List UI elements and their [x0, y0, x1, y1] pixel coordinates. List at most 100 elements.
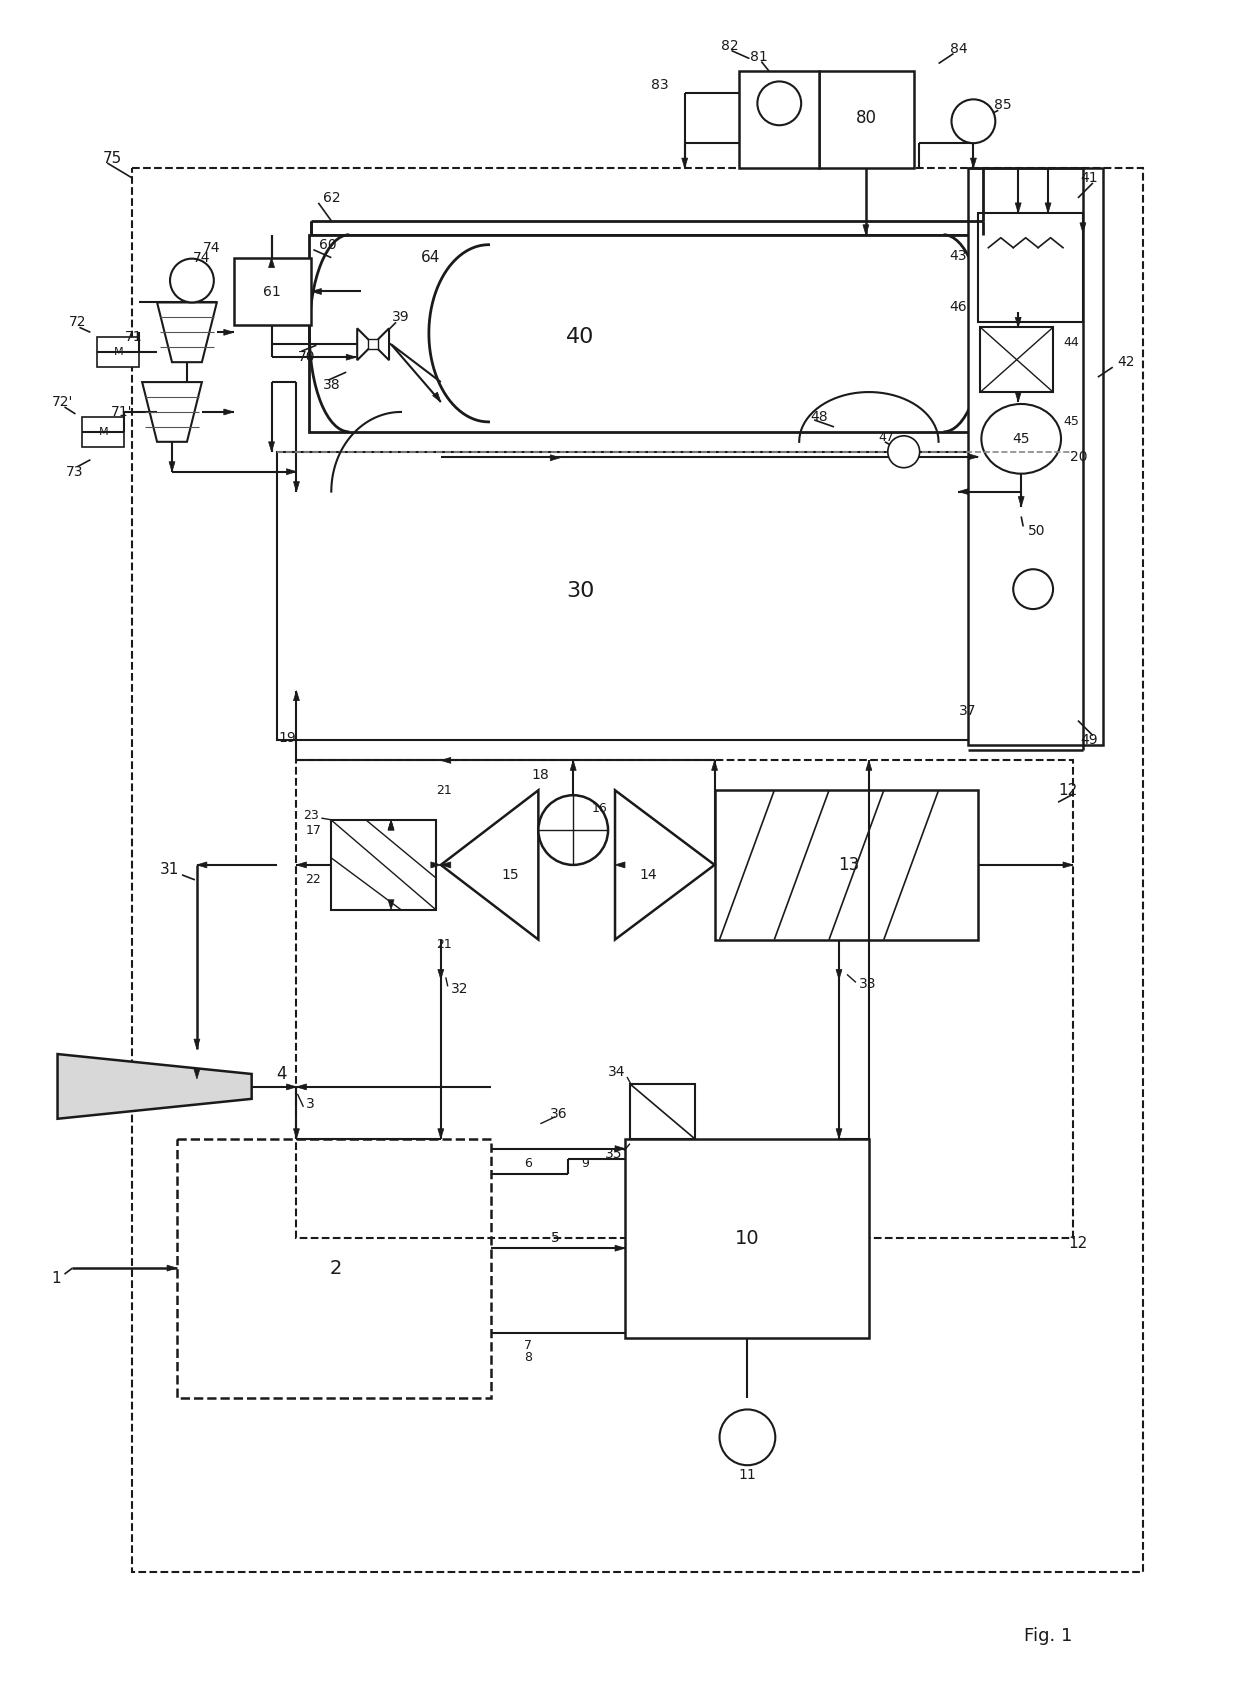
Text: 35: 35: [604, 1146, 622, 1160]
Text: 46: 46: [949, 301, 966, 315]
Text: 32: 32: [451, 982, 469, 996]
Text: 45: 45: [1012, 431, 1030, 446]
Polygon shape: [269, 257, 274, 267]
Polygon shape: [269, 441, 274, 451]
Bar: [978, 213, 1083, 323]
Polygon shape: [143, 382, 202, 441]
Text: M: M: [113, 347, 123, 357]
Polygon shape: [57, 1053, 252, 1119]
Polygon shape: [296, 1084, 306, 1091]
Text: 73: 73: [66, 465, 83, 479]
Text: 49: 49: [1080, 734, 1097, 747]
Text: 1: 1: [51, 1270, 61, 1285]
Bar: [277, 451, 1073, 741]
Text: 80: 80: [856, 110, 877, 127]
Bar: [296, 761, 1073, 1238]
Text: 10: 10: [735, 1229, 760, 1248]
Text: 13: 13: [838, 856, 859, 874]
Polygon shape: [1080, 223, 1086, 233]
Polygon shape: [430, 862, 440, 867]
Bar: [133, 167, 1142, 1571]
Polygon shape: [1016, 318, 1022, 328]
Text: 19: 19: [279, 732, 296, 746]
Bar: [310, 235, 983, 431]
Circle shape: [719, 1410, 775, 1464]
Polygon shape: [167, 1265, 177, 1272]
Bar: [968, 167, 1102, 746]
Polygon shape: [388, 900, 394, 910]
Polygon shape: [712, 761, 718, 771]
Polygon shape: [1063, 862, 1073, 867]
Text: 14: 14: [639, 867, 657, 883]
Polygon shape: [866, 761, 872, 771]
Text: 39: 39: [392, 311, 409, 325]
Text: 61: 61: [263, 286, 280, 299]
Text: 72: 72: [68, 315, 87, 330]
Text: 30: 30: [565, 582, 594, 600]
Text: 8: 8: [525, 1351, 532, 1365]
Polygon shape: [197, 862, 207, 867]
Polygon shape: [615, 1145, 625, 1152]
Text: 2: 2: [330, 1258, 342, 1278]
Text: 31: 31: [160, 862, 179, 878]
Polygon shape: [157, 303, 217, 362]
Polygon shape: [193, 1069, 200, 1079]
Text: 3: 3: [306, 1097, 315, 1111]
Polygon shape: [440, 790, 538, 940]
Polygon shape: [388, 820, 394, 830]
Circle shape: [1013, 570, 1053, 609]
Polygon shape: [296, 862, 306, 867]
Bar: [981, 328, 1053, 392]
Circle shape: [888, 436, 920, 468]
Text: 22: 22: [305, 873, 321, 886]
Bar: [331, 820, 435, 910]
Polygon shape: [286, 1084, 296, 1091]
Polygon shape: [294, 690, 299, 700]
Text: 74: 74: [203, 240, 221, 255]
Ellipse shape: [981, 404, 1061, 473]
Text: 47: 47: [879, 431, 895, 445]
Polygon shape: [294, 482, 299, 492]
Bar: [368, 340, 378, 350]
Bar: [625, 1138, 869, 1338]
Polygon shape: [551, 455, 560, 460]
Polygon shape: [836, 1128, 842, 1138]
Polygon shape: [388, 820, 394, 830]
Polygon shape: [223, 330, 233, 335]
Text: 37: 37: [959, 703, 976, 717]
Text: 6: 6: [525, 1157, 532, 1170]
Text: 60: 60: [320, 238, 337, 252]
Text: 48: 48: [810, 409, 828, 424]
Text: 18: 18: [532, 768, 549, 783]
Polygon shape: [440, 758, 451, 763]
Circle shape: [538, 795, 608, 864]
Polygon shape: [440, 862, 451, 867]
Bar: [82, 418, 124, 446]
Bar: [739, 71, 820, 167]
Text: Fig. 1: Fig. 1: [1024, 1627, 1073, 1645]
Bar: [630, 1084, 694, 1138]
Polygon shape: [971, 157, 976, 167]
Bar: [714, 790, 978, 940]
Text: 71': 71': [110, 404, 133, 419]
Text: 44: 44: [1063, 337, 1079, 348]
Polygon shape: [193, 1040, 200, 1048]
Polygon shape: [357, 328, 373, 360]
Polygon shape: [570, 761, 577, 771]
Bar: [177, 1138, 491, 1397]
Polygon shape: [294, 1128, 299, 1138]
Polygon shape: [311, 289, 321, 294]
Text: 41: 41: [1080, 171, 1097, 184]
Text: 15: 15: [502, 867, 520, 883]
Bar: [98, 337, 139, 367]
Text: 40: 40: [565, 328, 594, 347]
Text: 75: 75: [103, 150, 122, 166]
Text: 38: 38: [322, 379, 340, 392]
Text: 21: 21: [436, 939, 451, 950]
Polygon shape: [1016, 392, 1022, 402]
Text: 34: 34: [608, 1065, 625, 1079]
Polygon shape: [1045, 203, 1052, 213]
Bar: [296, 492, 959, 690]
Text: 45: 45: [1063, 416, 1079, 428]
Circle shape: [951, 100, 996, 144]
